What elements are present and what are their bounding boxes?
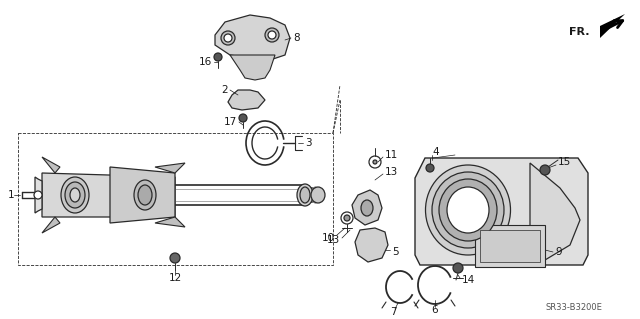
Polygon shape bbox=[600, 14, 625, 38]
Circle shape bbox=[214, 53, 222, 61]
Polygon shape bbox=[415, 158, 588, 265]
Polygon shape bbox=[35, 177, 42, 213]
Polygon shape bbox=[42, 157, 60, 173]
Text: FR.: FR. bbox=[570, 27, 590, 37]
Ellipse shape bbox=[61, 177, 89, 213]
Circle shape bbox=[221, 31, 235, 45]
Text: 2: 2 bbox=[221, 85, 228, 95]
Polygon shape bbox=[530, 163, 580, 260]
Circle shape bbox=[373, 160, 377, 164]
Circle shape bbox=[540, 165, 550, 175]
Ellipse shape bbox=[300, 187, 310, 203]
Polygon shape bbox=[230, 55, 275, 80]
Text: 8: 8 bbox=[293, 33, 300, 43]
Ellipse shape bbox=[426, 165, 511, 255]
Polygon shape bbox=[215, 15, 290, 60]
Ellipse shape bbox=[297, 184, 313, 206]
Text: 17: 17 bbox=[224, 117, 237, 127]
Text: 1: 1 bbox=[8, 190, 15, 200]
Circle shape bbox=[453, 263, 463, 273]
Bar bbox=[475, 225, 545, 267]
Text: 15: 15 bbox=[558, 157, 572, 167]
Ellipse shape bbox=[447, 187, 489, 233]
Text: 7: 7 bbox=[390, 307, 396, 317]
Text: 10: 10 bbox=[322, 233, 335, 243]
Ellipse shape bbox=[70, 188, 80, 202]
Polygon shape bbox=[42, 173, 175, 217]
Circle shape bbox=[239, 114, 247, 122]
Circle shape bbox=[224, 34, 232, 42]
Polygon shape bbox=[155, 163, 185, 173]
Ellipse shape bbox=[134, 180, 156, 210]
Text: 13: 13 bbox=[385, 167, 398, 177]
Ellipse shape bbox=[361, 200, 373, 216]
Polygon shape bbox=[228, 90, 265, 110]
Circle shape bbox=[34, 191, 42, 199]
Ellipse shape bbox=[439, 179, 497, 241]
Ellipse shape bbox=[311, 187, 325, 203]
Circle shape bbox=[170, 253, 180, 263]
Text: 6: 6 bbox=[432, 305, 438, 315]
Bar bbox=[480, 230, 540, 262]
Text: 3: 3 bbox=[305, 138, 312, 148]
Polygon shape bbox=[42, 217, 60, 233]
Ellipse shape bbox=[432, 172, 504, 248]
Circle shape bbox=[268, 31, 276, 39]
Text: 5: 5 bbox=[392, 247, 399, 257]
Polygon shape bbox=[155, 217, 185, 227]
Text: 11: 11 bbox=[385, 150, 398, 160]
Circle shape bbox=[426, 164, 434, 172]
Bar bbox=[18, 133, 333, 265]
Text: 4: 4 bbox=[432, 147, 438, 157]
Text: 9: 9 bbox=[555, 247, 562, 257]
Circle shape bbox=[344, 215, 350, 221]
Polygon shape bbox=[355, 228, 388, 262]
Text: 14: 14 bbox=[462, 275, 476, 285]
Polygon shape bbox=[352, 190, 382, 225]
Circle shape bbox=[265, 28, 279, 42]
Ellipse shape bbox=[138, 185, 152, 205]
Text: 16: 16 bbox=[199, 57, 212, 67]
Text: SR33-B3200E: SR33-B3200E bbox=[545, 303, 602, 313]
Text: 12: 12 bbox=[168, 273, 182, 283]
Text: 13: 13 bbox=[327, 235, 340, 245]
Polygon shape bbox=[110, 167, 175, 223]
Ellipse shape bbox=[65, 182, 85, 208]
